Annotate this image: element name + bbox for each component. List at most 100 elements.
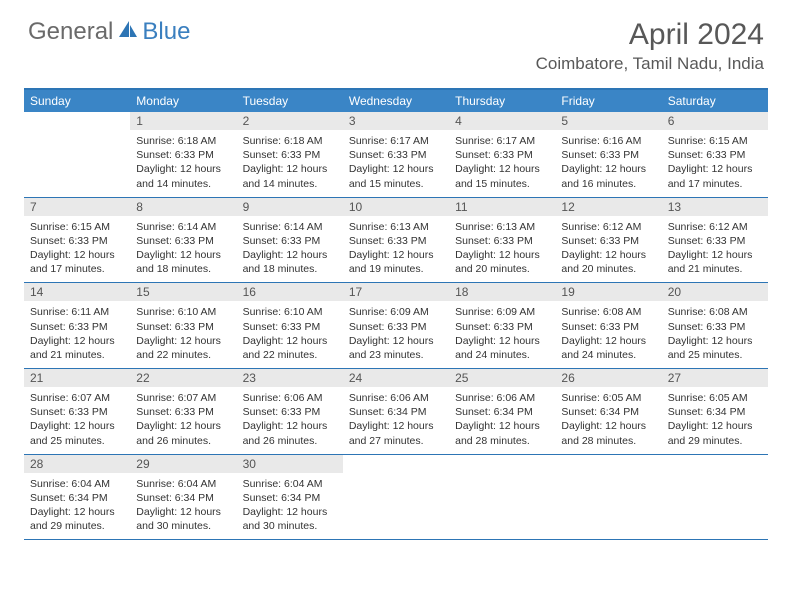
brand-logo: General Blue — [28, 18, 190, 46]
sunrise-text: Sunrise: 6:07 AM — [136, 391, 230, 405]
day-number: 28 — [24, 455, 130, 473]
sunset-text: Sunset: 6:33 PM — [561, 148, 655, 162]
day-cell: 11Sunrise: 6:13 AMSunset: 6:33 PMDayligh… — [449, 198, 555, 283]
day-body: Sunrise: 6:10 AMSunset: 6:33 PMDaylight:… — [237, 301, 343, 368]
day-cell: 18 Sunrise: 6:09 AMSunset: 6:33 PMDayligh… — [449, 283, 555, 368]
daylight-text: Daylight: 12 hours and 24 minutes. — [455, 334, 549, 362]
day-number: 10 — [343, 198, 449, 216]
day-cell: 21Sunrise: 6:07 AMSunset: 6:33 PMDayligh… — [24, 369, 130, 454]
sunrise-text: Sunrise: 6:08 AM — [668, 305, 762, 319]
daylight-text: Daylight: 12 hours and 17 minutes. — [30, 248, 124, 276]
day-cell: 26Sunrise: 6:05 AMSunset: 6:34 PMDayligh… — [555, 369, 661, 454]
day-body: Sunrise: 6:06 AMSunset: 6:34 PMDaylight:… — [449, 387, 555, 454]
day-cell: 12Sunrise: 6:12 AMSunset: 6:33 PMDayligh… — [555, 198, 661, 283]
day-cell: 5Sunrise: 6:16 AMSunset: 6:33 PMDaylight… — [555, 112, 661, 197]
day-body: Sunrise: 6:17 AMSunset: 6:33 PMDaylight:… — [449, 130, 555, 197]
day-cell: 4Sunrise: 6:17 AMSunset: 6:33 PMDaylight… — [449, 112, 555, 197]
day-body: Sunrise: 6:14 AMSunset: 6:33 PMDaylight:… — [130, 216, 236, 283]
daylight-text: Daylight: 12 hours and 27 minutes. — [349, 419, 443, 447]
day-header: Monday — [130, 90, 236, 112]
week-row: 14Sunrise: 6:11 AMSunset: 6:33 PMDayligh… — [24, 283, 768, 369]
day-number: 26 — [555, 369, 661, 387]
day-cell — [555, 455, 661, 540]
day-cell: 2Sunrise: 6:18 AMSunset: 6:33 PMDaylight… — [237, 112, 343, 197]
day-body: Sunrise: 6:07 AMSunset: 6:33 PMDaylight:… — [130, 387, 236, 454]
sunrise-text: Sunrise: 6:16 AM — [561, 134, 655, 148]
day-cell: 28Sunrise: 6:04 AMSunset: 6:34 PMDayligh… — [24, 455, 130, 540]
daylight-text: Daylight: 12 hours and 20 minutes. — [561, 248, 655, 276]
day-number: 11 — [449, 198, 555, 216]
sunrise-text: Sunrise: 6:09 AM — [455, 305, 549, 319]
sunset-text: Sunset: 6:33 PM — [455, 320, 549, 334]
day-body: Sunrise: 6:13 AMSunset: 6:33 PMDaylight:… — [343, 216, 449, 283]
day-number: 22 — [130, 369, 236, 387]
sunset-text: Sunset: 6:33 PM — [243, 148, 337, 162]
day-body: Sunrise: 6:08 AMSunset: 6:33 PMDaylight:… — [555, 301, 661, 368]
title-block: April 2024 Coimbatore, Tamil Nadu, India — [536, 18, 764, 74]
day-cell — [449, 455, 555, 540]
day-body: Sunrise: 6:13 AMSunset: 6:33 PMDaylight:… — [449, 216, 555, 283]
daylight-text: Daylight: 12 hours and 21 minutes. — [668, 248, 762, 276]
day-number: 27 — [662, 369, 768, 387]
day-number: 8 — [130, 198, 236, 216]
sunset-text: Sunset: 6:34 PM — [136, 491, 230, 505]
daylight-text: Daylight: 12 hours and 23 minutes. — [349, 334, 443, 362]
sunrise-text: Sunrise: 6:05 AM — [561, 391, 655, 405]
day-body: Sunrise: 6:16 AMSunset: 6:33 PMDaylight:… — [555, 130, 661, 197]
day-cell — [343, 455, 449, 540]
brand-text-general: General — [28, 18, 113, 46]
day-cell: 30Sunrise: 6:04 AMSunset: 6:34 PMDayligh… — [237, 455, 343, 540]
daylight-text: Daylight: 12 hours and 24 minutes. — [561, 334, 655, 362]
day-header: Thursday — [449, 90, 555, 112]
day-header: Wednesday — [343, 90, 449, 112]
day-number: 14 — [24, 283, 130, 301]
daylight-text: Daylight: 12 hours and 30 minutes. — [136, 505, 230, 533]
day-number: 12 — [555, 198, 661, 216]
daylight-text: Daylight: 12 hours and 28 minutes. — [455, 419, 549, 447]
sunset-text: Sunset: 6:33 PM — [668, 320, 762, 334]
sunrise-text: Sunrise: 6:18 AM — [136, 134, 230, 148]
daylight-text: Daylight: 12 hours and 30 minutes. — [243, 505, 337, 533]
day-cell: 17Sunrise: 6:09 AMSunset: 6:33 PMDayligh… — [343, 283, 449, 368]
day-number: 18 — [449, 283, 555, 301]
day-header: Saturday — [662, 90, 768, 112]
day-body: Sunrise: 6:12 AMSunset: 6:33 PMDaylight:… — [662, 216, 768, 283]
sunrise-text: Sunrise: 6:05 AM — [668, 391, 762, 405]
sunset-text: Sunset: 6:34 PM — [668, 405, 762, 419]
sunrise-text: Sunrise: 6:06 AM — [455, 391, 549, 405]
sunrise-text: Sunrise: 6:12 AM — [668, 220, 762, 234]
sunset-text: Sunset: 6:34 PM — [30, 491, 124, 505]
sunrise-text: Sunrise: 6:12 AM — [561, 220, 655, 234]
sunset-text: Sunset: 6:33 PM — [243, 234, 337, 248]
sunrise-text: Sunrise: 6:11 AM — [30, 305, 124, 319]
daylight-text: Daylight: 12 hours and 28 minutes. — [561, 419, 655, 447]
day-cell: 8Sunrise: 6:14 AMSunset: 6:33 PMDaylight… — [130, 198, 236, 283]
sunrise-text: Sunrise: 6:17 AM — [349, 134, 443, 148]
day-number: 16 — [237, 283, 343, 301]
sunrise-text: Sunrise: 6:06 AM — [243, 391, 337, 405]
week-row: 28Sunrise: 6:04 AMSunset: 6:34 PMDayligh… — [24, 455, 768, 541]
sunset-text: Sunset: 6:33 PM — [30, 320, 124, 334]
sunrise-text: Sunrise: 6:06 AM — [349, 391, 443, 405]
day-cell: 7Sunrise: 6:15 AMSunset: 6:33 PMDaylight… — [24, 198, 130, 283]
sunset-text: Sunset: 6:33 PM — [349, 148, 443, 162]
day-number: 19 — [555, 283, 661, 301]
brand-text-blue: Blue — [142, 18, 190, 46]
sunrise-text: Sunrise: 6:09 AM — [349, 305, 443, 319]
day-number: 1 — [130, 112, 236, 130]
sunrise-text: Sunrise: 6:04 AM — [136, 477, 230, 491]
sunset-text: Sunset: 6:33 PM — [30, 405, 124, 419]
page-header: General Blue April 2024 Coimbatore, Tami… — [0, 0, 792, 82]
day-body: Sunrise: 6:05 AMSunset: 6:34 PMDaylight:… — [555, 387, 661, 454]
week-row: 1Sunrise: 6:18 AMSunset: 6:33 PMDaylight… — [24, 112, 768, 198]
daylight-text: Daylight: 12 hours and 14 minutes. — [243, 162, 337, 190]
sunset-text: Sunset: 6:33 PM — [668, 234, 762, 248]
day-cell — [662, 455, 768, 540]
sunset-text: Sunset: 6:33 PM — [136, 148, 230, 162]
sunrise-text: Sunrise: 6:04 AM — [243, 477, 337, 491]
sunrise-text: Sunrise: 6:08 AM — [561, 305, 655, 319]
day-cell: 13Sunrise: 6:12 AMSunset: 6:33 PMDayligh… — [662, 198, 768, 283]
daylight-text: Daylight: 12 hours and 21 minutes. — [30, 334, 124, 362]
daylight-text: Daylight: 12 hours and 15 minutes. — [349, 162, 443, 190]
sunset-text: Sunset: 6:33 PM — [136, 234, 230, 248]
